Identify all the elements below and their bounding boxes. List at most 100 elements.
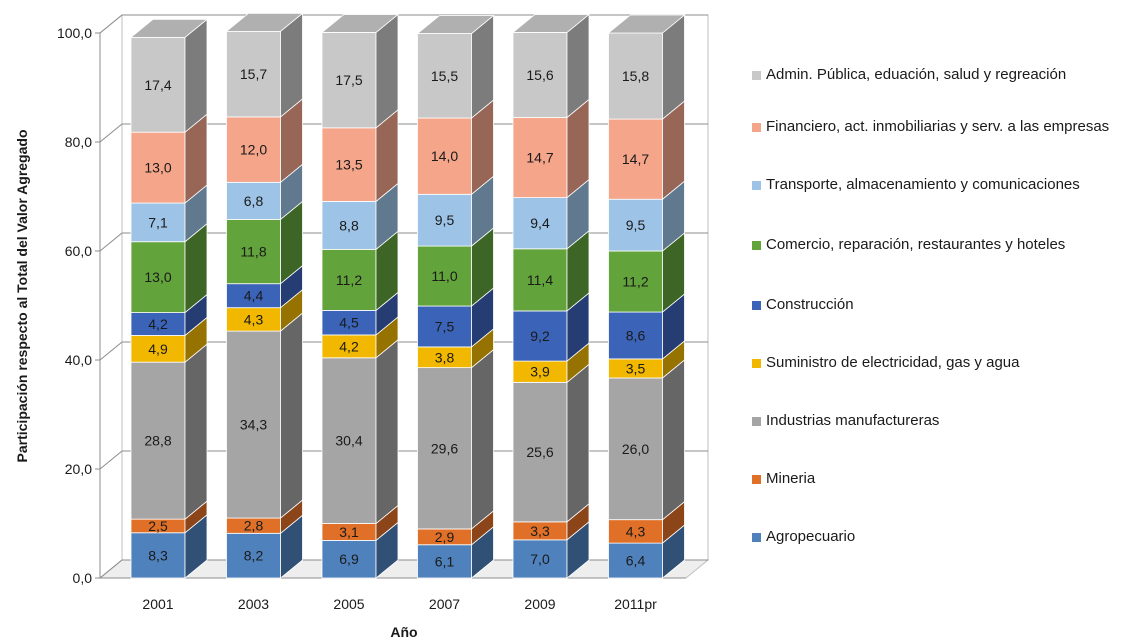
bar-segment: 8,3 bbox=[130, 513, 208, 579]
data-label: 15,8 bbox=[622, 68, 649, 84]
legend-item: Industrias manufactureras bbox=[752, 412, 1144, 430]
data-label: 6,9 bbox=[339, 551, 359, 567]
data-label: 2,9 bbox=[435, 529, 455, 545]
data-label: 26,0 bbox=[622, 441, 649, 457]
bar-segment: 12,0 bbox=[226, 98, 303, 184]
bar-segment: 4,2 bbox=[321, 316, 399, 359]
bar-segment: 11,0 bbox=[417, 227, 494, 307]
bar-segment: 17,5 bbox=[320, 13, 400, 129]
data-label: 25,6 bbox=[526, 444, 553, 460]
bar-segment: 15,5 bbox=[416, 14, 495, 119]
data-label: 9,5 bbox=[626, 217, 646, 233]
bar-front bbox=[608, 377, 663, 521]
bar-segment: 29,6 bbox=[417, 348, 494, 530]
legend-item: Financiero, act. inmobiliarias y serv. a… bbox=[752, 118, 1144, 136]
bar-side bbox=[375, 13, 399, 129]
y-axis-title: Participación respecto al Total del Valo… bbox=[14, 130, 30, 463]
bar-segment: 14,0 bbox=[417, 99, 494, 196]
data-label: 6,8 bbox=[244, 193, 264, 209]
data-label: 4,2 bbox=[148, 316, 168, 332]
bar-side bbox=[375, 338, 399, 525]
bar-front bbox=[417, 245, 472, 307]
side-wall bbox=[99, 13, 123, 580]
bar-stack-2009: 7,0 3,3 25,6 3,9 9,2 11,4 9,4 14,7 15,6 bbox=[511, 13, 591, 579]
data-label: 7,1 bbox=[148, 214, 168, 230]
data-label: 34,3 bbox=[240, 417, 267, 433]
bar-segment: 15,7 bbox=[225, 12, 304, 118]
bar-front bbox=[321, 201, 377, 250]
y-tick-label: 20,0 bbox=[65, 461, 92, 477]
bar-front bbox=[608, 198, 663, 252]
legend-label: Agropecuario bbox=[766, 528, 856, 545]
bar-segment: 3,1 bbox=[321, 504, 399, 542]
bar-front bbox=[226, 181, 281, 220]
x-tick-label: 2005 bbox=[333, 596, 364, 612]
data-label: 15,7 bbox=[240, 66, 267, 82]
bar-front bbox=[417, 193, 472, 247]
bar-side bbox=[280, 312, 303, 519]
bar-segment: 7,1 bbox=[130, 184, 208, 243]
bar-front bbox=[321, 32, 377, 129]
bar-segment: 14,7 bbox=[608, 100, 685, 201]
legend-swatch bbox=[752, 123, 761, 132]
data-label: 15,6 bbox=[526, 67, 553, 83]
data-label: 17,5 bbox=[335, 72, 362, 88]
bar-segment: 9,5 bbox=[608, 180, 685, 252]
gridline bbox=[99, 14, 708, 34]
legend-swatch bbox=[752, 241, 761, 250]
data-label: 30,4 bbox=[335, 433, 362, 449]
bar-front bbox=[226, 330, 281, 519]
bar-front bbox=[512, 381, 568, 523]
legend-swatch bbox=[752, 533, 761, 542]
legend-item: Admin. Pública, eduación, salud y regrea… bbox=[752, 66, 1144, 84]
data-label: 12,0 bbox=[240, 142, 267, 158]
data-label: 11,8 bbox=[240, 244, 266, 260]
bar-segment: 7,0 bbox=[512, 521, 590, 579]
data-label: 7,0 bbox=[530, 551, 550, 567]
bar-top bbox=[416, 15, 495, 34]
data-label: 8,6 bbox=[626, 327, 646, 343]
bar-side bbox=[566, 363, 590, 523]
bar-segment: 34,3 bbox=[226, 312, 303, 519]
bar-segment: 9,2 bbox=[512, 292, 590, 362]
y-tick-label: 40,0 bbox=[65, 352, 92, 368]
bar-segment: 7,5 bbox=[417, 287, 494, 348]
y-tick-label: 80,0 bbox=[65, 134, 92, 150]
legend-item: Comercio, reparación, restaurantes y hot… bbox=[752, 236, 1144, 254]
data-label: 6,1 bbox=[435, 553, 455, 569]
data-label: 11,4 bbox=[527, 272, 553, 288]
bar-segment: 8,8 bbox=[321, 182, 399, 251]
bar-stack-2005: 6,9 3,1 30,4 4,2 4,5 11,2 8,8 13,5 17,5 bbox=[320, 13, 400, 579]
bar-front bbox=[226, 116, 281, 183]
data-label: 11,2 bbox=[622, 274, 648, 290]
bar-segment: 11,2 bbox=[608, 232, 685, 313]
data-label: 3,1 bbox=[339, 524, 359, 540]
bar-side bbox=[184, 343, 208, 520]
legend-label: Mineria bbox=[766, 470, 816, 487]
data-label: 2,5 bbox=[148, 518, 168, 534]
x-axis-title: Año bbox=[390, 624, 417, 640]
bar-front bbox=[512, 117, 568, 198]
legend-swatch bbox=[752, 71, 761, 80]
data-label: 11,0 bbox=[431, 268, 457, 284]
data-label: 29,6 bbox=[431, 440, 458, 456]
bar-side bbox=[662, 359, 685, 521]
x-tick-label: 2011pr bbox=[614, 596, 657, 612]
data-label: 14,0 bbox=[431, 148, 458, 164]
bar-segment: 30,4 bbox=[321, 338, 399, 525]
bar-segment: 4,3 bbox=[608, 500, 685, 544]
data-label: 4,2 bbox=[339, 338, 359, 354]
data-label: 3,5 bbox=[626, 360, 646, 376]
x-tick-label: 2007 bbox=[429, 596, 460, 612]
legend-label: Financiero, act. inmobiliarias y serv. a… bbox=[766, 118, 1110, 135]
bar-front bbox=[130, 335, 186, 363]
data-label: 9,2 bbox=[530, 328, 550, 344]
bar-front bbox=[512, 539, 568, 579]
bar-front bbox=[512, 32, 568, 118]
bar-segment: 13,0 bbox=[130, 113, 208, 204]
legend-swatch bbox=[752, 301, 761, 310]
legend-label: Construcción bbox=[766, 296, 854, 313]
data-label: 9,4 bbox=[530, 215, 550, 231]
